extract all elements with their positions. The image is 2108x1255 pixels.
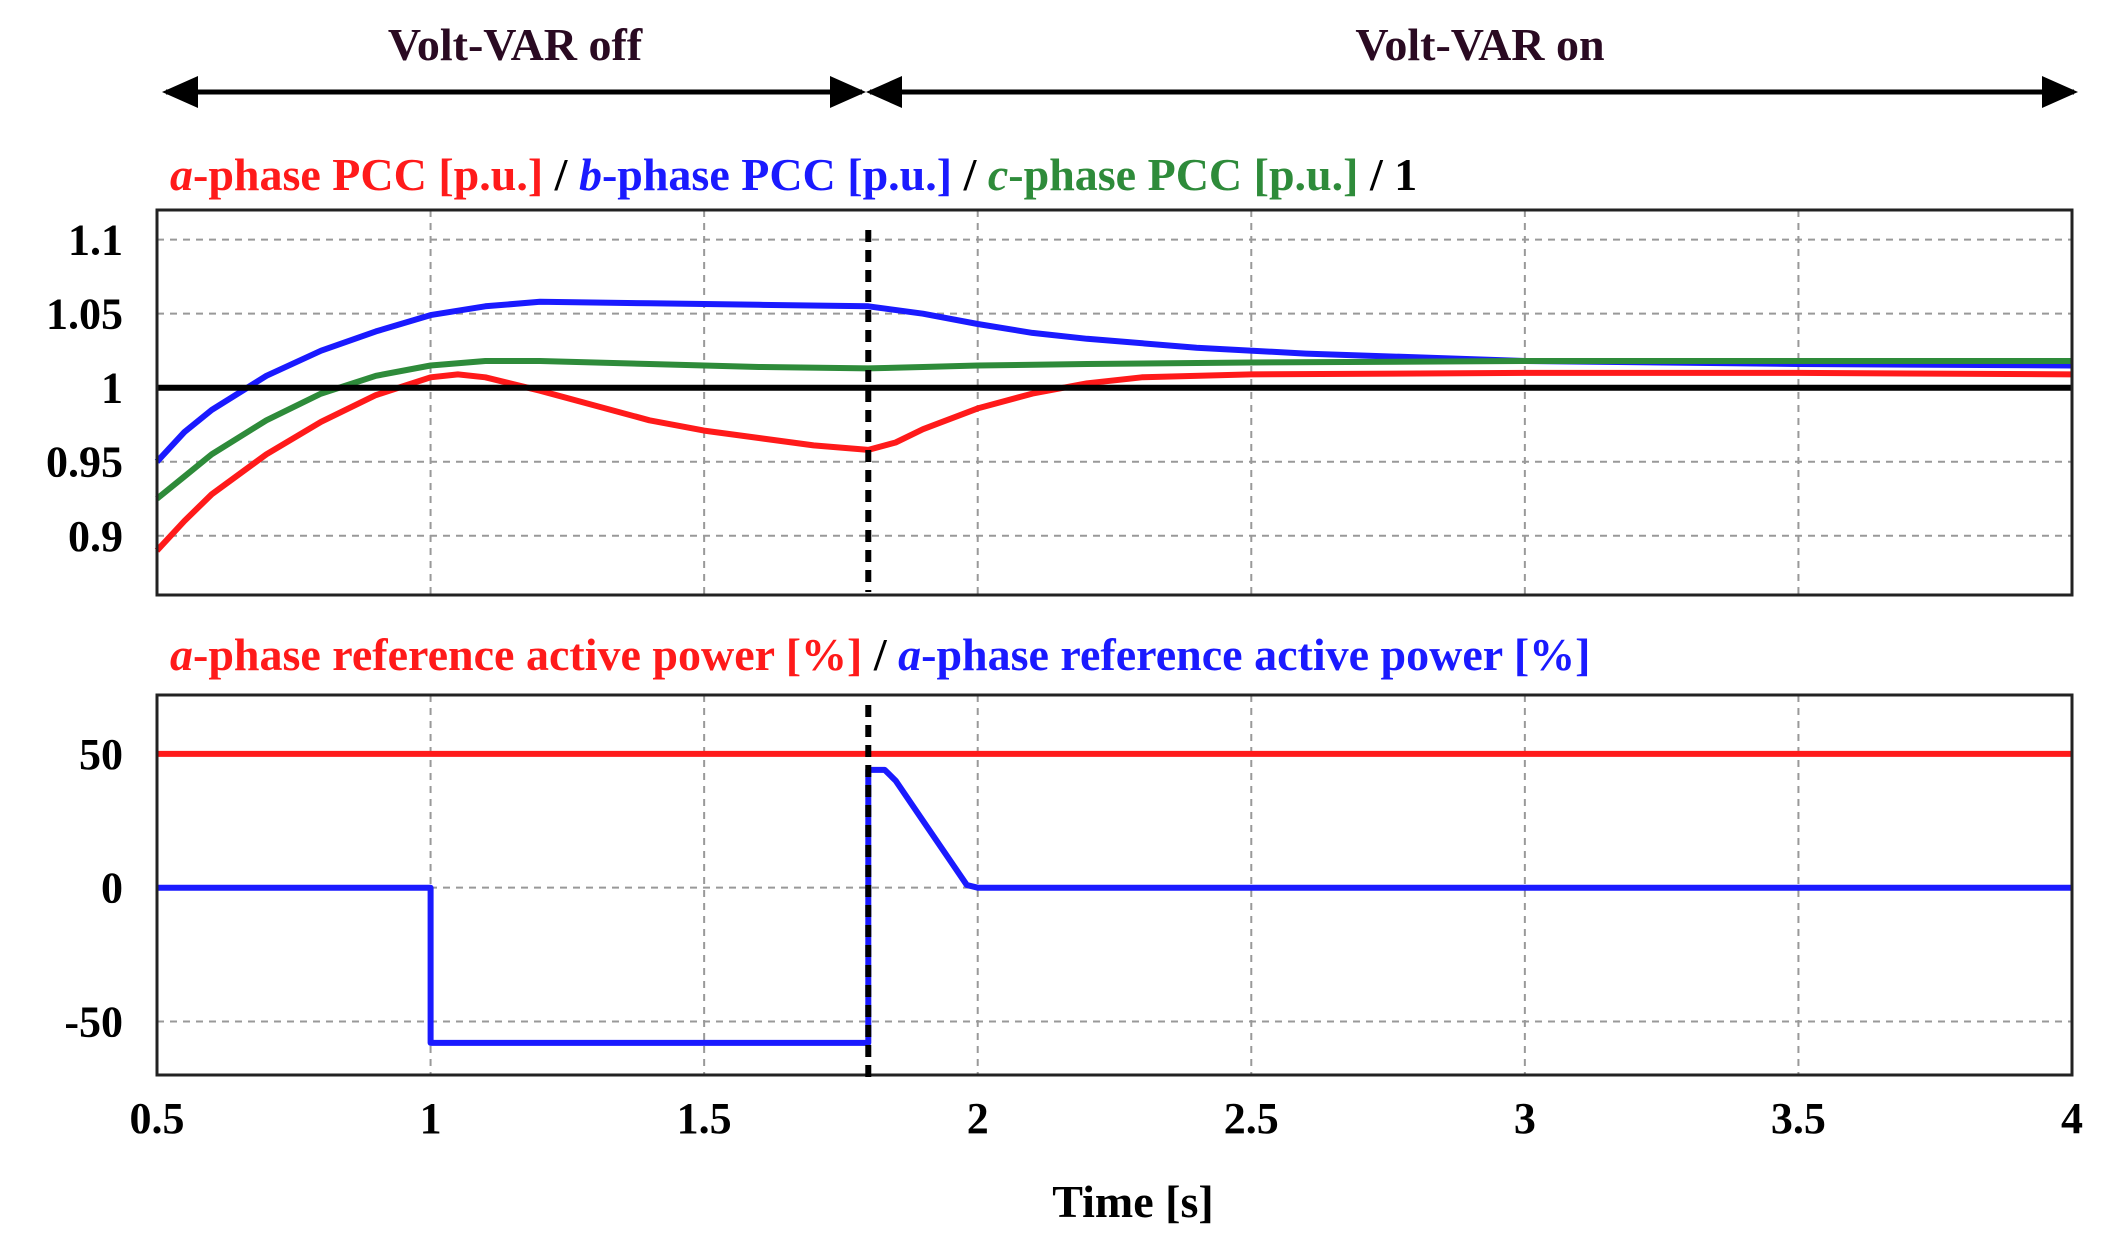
title-part-text: / 1	[1358, 149, 1417, 200]
power-plot-series	[157, 750, 2072, 1046]
y-tick-label: 1.05	[46, 290, 123, 339]
volt-var-off-arrow-left-head	[162, 76, 198, 108]
volt-var-off-label: Volt-VAR off	[388, 19, 643, 70]
x-tick-label: 1.5	[677, 1094, 732, 1143]
voltage-plot-series	[154, 298, 2073, 553]
y-tick-label: 1	[101, 364, 123, 413]
title-part-text: -phase PCC [p.u.]	[602, 149, 952, 200]
title-part-italic: a	[898, 629, 921, 680]
volt-var-on-arrow-left-head	[866, 76, 902, 108]
title-part-italic: a	[170, 149, 193, 200]
title-part-text: -phase reference active power [%]	[193, 629, 862, 680]
y-tick-label: 0.9	[68, 512, 123, 561]
title-part-text: -phase PCC [p.u.]	[193, 149, 543, 200]
title-part-text: /	[543, 149, 579, 200]
volt-var-off-arrow-right-head	[830, 76, 866, 108]
x-tick-label: 3.5	[1771, 1094, 1826, 1143]
x-axis-label: Time [s]	[1052, 1176, 1213, 1227]
title-part-italic: b	[579, 149, 602, 200]
x-tick-label: 0.5	[130, 1094, 185, 1143]
title-part-text: /	[862, 629, 898, 680]
title-part-italic: a	[170, 629, 193, 680]
title-part-italic: c	[988, 149, 1008, 200]
x-tick-label: 2.5	[1224, 1094, 1279, 1143]
series-line-a	[154, 369, 2073, 553]
voltage-plot: a-phase PCC [p.u.] / b-phase PCC [p.u.] …	[46, 149, 2074, 597]
y-tick-label: -50	[64, 997, 123, 1046]
power-plot-x-ticks: 0.5 1 1.5 2 2.5 3 3.5 4	[130, 1094, 2084, 1143]
x-tick-label: 2	[967, 1094, 989, 1143]
y-tick-label: 0.95	[46, 438, 123, 487]
y-tick-label: 1.1	[68, 216, 123, 265]
header: Volt-VAR off Volt-VAR on	[162, 19, 2078, 108]
power-plot: a-phase reference active power [%] / a-p…	[64, 629, 2083, 1227]
series-line-c	[155, 358, 2072, 502]
voltage-plot-title: a-phase PCC [p.u.] / b-phase PCC [p.u.] …	[170, 149, 1417, 200]
power-plot-y-ticks: -50 0 50	[64, 730, 123, 1047]
volt-var-on-arrow-right-head	[2042, 76, 2078, 108]
series-line-b	[154, 298, 2073, 464]
title-part-text: -phase reference active power [%]	[921, 629, 1590, 680]
voltage-plot-grid	[156, 210, 2073, 595]
y-tick-label: 0	[101, 864, 123, 913]
power-plot-title: a-phase reference active power [%] / a-p…	[170, 629, 1590, 680]
title-part-text: /	[952, 149, 988, 200]
title-part-text: -phase PCC [p.u.]	[1008, 149, 1358, 200]
voltage-plot-frame	[155, 208, 2074, 597]
y-tick-label: 50	[79, 730, 123, 779]
volt-var-on-label: Volt-VAR on	[1355, 19, 1604, 70]
x-tick-label: 1	[420, 1094, 442, 1143]
power-plot-frame	[155, 693, 2074, 1077]
series-line-a_ref_blue	[157, 766, 2072, 1046]
x-tick-label: 3	[1514, 1094, 1536, 1143]
x-tick-label: 4	[2061, 1094, 2083, 1143]
voltage-plot-y-ticks: 0.9 0.95 1 1.05 1.1	[46, 216, 123, 561]
